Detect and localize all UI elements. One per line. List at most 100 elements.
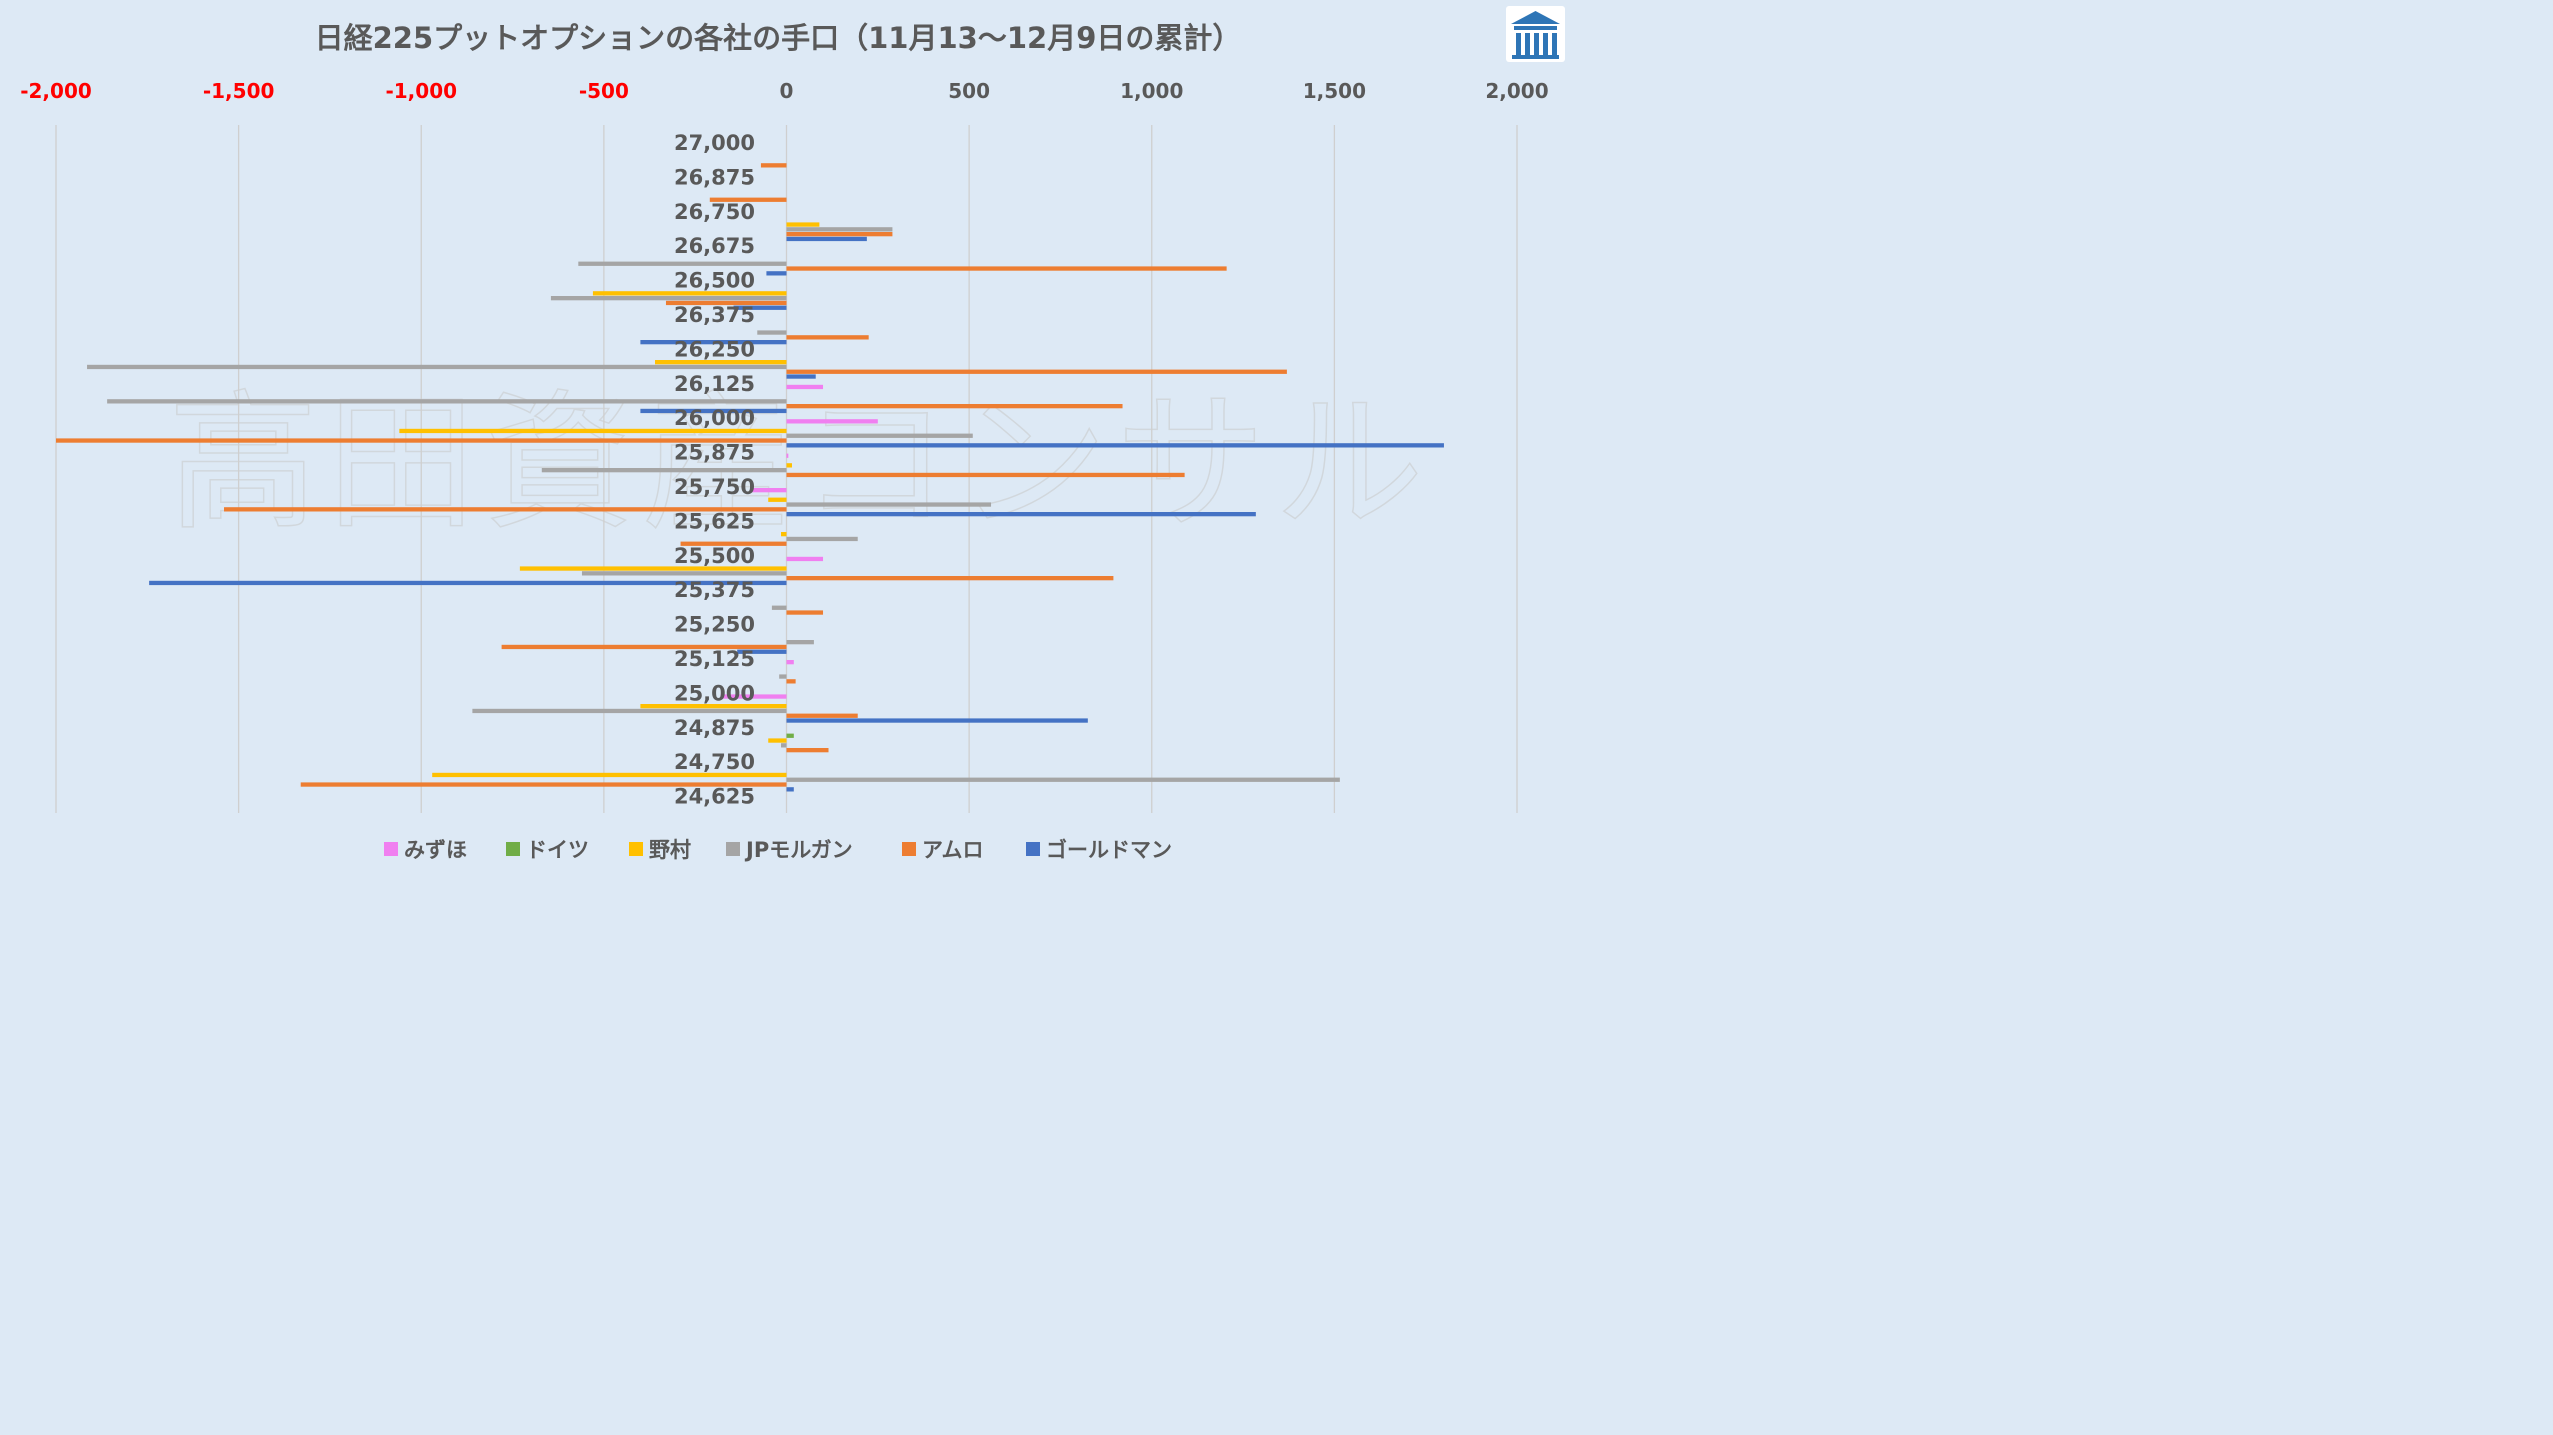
bar-2-2	[786, 222, 820, 227]
legend-swatch	[384, 842, 398, 856]
bar-1-17	[786, 733, 794, 738]
bar-3-10	[786, 502, 992, 507]
bar-0-7	[786, 384, 824, 390]
bar-0-15	[786, 660, 794, 665]
legend-swatch	[1026, 842, 1040, 856]
bar-3-11	[786, 536, 858, 542]
bar-4-8	[56, 438, 787, 443]
category-label: 26,500	[674, 269, 755, 293]
legend-label: ゴールドマン	[1046, 838, 1172, 862]
legend-swatch	[506, 842, 520, 856]
bar-marks	[56, 163, 1444, 792]
bar-5-18	[786, 787, 794, 792]
category-label: 24,750	[674, 750, 755, 774]
grid-lines	[55, 125, 1518, 813]
legend-swatch	[902, 842, 916, 856]
legend: みずほ ドイツ 野村 JPモルガン アムロ ゴールドマン	[384, 838, 1172, 862]
x-tick-label: -1,500	[203, 79, 275, 103]
category-labels: 27,000 26,875 26,750 26,675 26,500 26,375 26,2…	[674, 131, 755, 809]
bar-2-12	[519, 566, 787, 571]
bar-3-17	[781, 743, 787, 748]
bar-5-4	[733, 305, 787, 310]
bar-2-16	[640, 704, 787, 709]
category-label: 26,675	[674, 234, 755, 258]
bar-2-17	[768, 738, 787, 743]
bar-3-14	[786, 640, 814, 645]
x-tick-label: -1,000	[385, 79, 457, 103]
bar-4-12	[786, 576, 1114, 581]
category-label: 26,000	[674, 406, 755, 430]
bar-3-2	[786, 227, 893, 232]
value-axis-labels: -2,000 -1,500 -1,000 -500 0 500 1,000 1,500 2,00…	[20, 79, 1548, 103]
bar-5-10	[786, 512, 1256, 517]
bar-0-9	[786, 453, 789, 458]
legend-swatch	[726, 842, 740, 856]
bar-2-10	[768, 497, 787, 502]
bar-4-4	[665, 300, 787, 306]
bar-3-5	[757, 330, 787, 335]
category-label: 27,000	[674, 131, 755, 155]
legend-label: みずほ	[404, 838, 467, 862]
bar-4-6	[786, 369, 1287, 374]
x-tick-label: 1,500	[1303, 79, 1366, 103]
bar-2-8	[399, 428, 787, 434]
bar-4-16	[786, 713, 858, 718]
x-tick-label: 500	[948, 79, 990, 103]
bar-4-2	[786, 232, 893, 237]
bar-0-16	[720, 694, 787, 699]
legend-label: ドイツ	[526, 838, 589, 862]
category-label: 25,625	[674, 509, 755, 533]
bar-4-9	[786, 472, 1185, 478]
bar-4-1	[709, 197, 787, 202]
category-label: 25,500	[674, 544, 755, 568]
bar-3-6	[87, 364, 787, 370]
category-label: 25,375	[674, 578, 755, 602]
legend-label: アムロ	[922, 838, 984, 862]
legend-label: 野村	[649, 838, 691, 862]
bar-4-5	[786, 335, 869, 340]
category-label: 25,875	[674, 441, 755, 465]
category-label: 26,750	[674, 200, 755, 224]
bar-3-9	[541, 468, 787, 473]
bar-2-11	[781, 532, 787, 537]
bar-5-8	[786, 443, 1444, 448]
category-label: 26,875	[674, 165, 755, 189]
bar-5-3	[766, 271, 787, 276]
category-label: 26,250	[674, 337, 755, 361]
bar-4-17	[786, 748, 829, 753]
bar-5-7	[640, 408, 787, 414]
category-label: 24,875	[674, 716, 755, 740]
site-logo-icon	[1506, 6, 1565, 62]
bar-3-16	[472, 708, 787, 714]
bar-4-3	[786, 266, 1227, 271]
bar-3-4	[550, 296, 787, 301]
x-tick-label: 1,000	[1120, 79, 1183, 103]
legend-swatch	[629, 842, 643, 856]
chart-title: 日経225プットオプションの各社の手口（11月13〜12月9日の累計）	[315, 21, 1242, 55]
bar-5-14	[737, 649, 787, 654]
bar-5-2	[786, 236, 867, 242]
category-label: 26,125	[674, 372, 755, 396]
bar-4-15	[786, 679, 796, 684]
legend-label: JPモルガン	[744, 838, 853, 862]
bar-0-12	[786, 556, 824, 562]
bar-2-4	[592, 291, 787, 296]
category-label: 25,125	[674, 647, 755, 671]
bar-2-18	[432, 772, 787, 778]
bar-2-9	[786, 463, 792, 468]
category-label: 25,750	[674, 475, 755, 499]
bar-4-14	[501, 644, 787, 650]
x-tick-label: -500	[579, 79, 629, 103]
bar-4-13	[786, 610, 824, 615]
bar-4-11	[680, 541, 787, 546]
bar-0-10	[751, 488, 787, 493]
bar-3-12	[581, 571, 787, 576]
x-tick-label: 0	[780, 79, 794, 103]
bar-4-7	[786, 404, 1123, 409]
bar-5-16	[786, 718, 1088, 723]
category-label: 24,625	[674, 785, 755, 809]
bar-3-15	[779, 674, 787, 679]
bar-5-12	[149, 580, 787, 586]
bar-5-6	[786, 374, 816, 379]
bar-2-6	[655, 360, 787, 365]
